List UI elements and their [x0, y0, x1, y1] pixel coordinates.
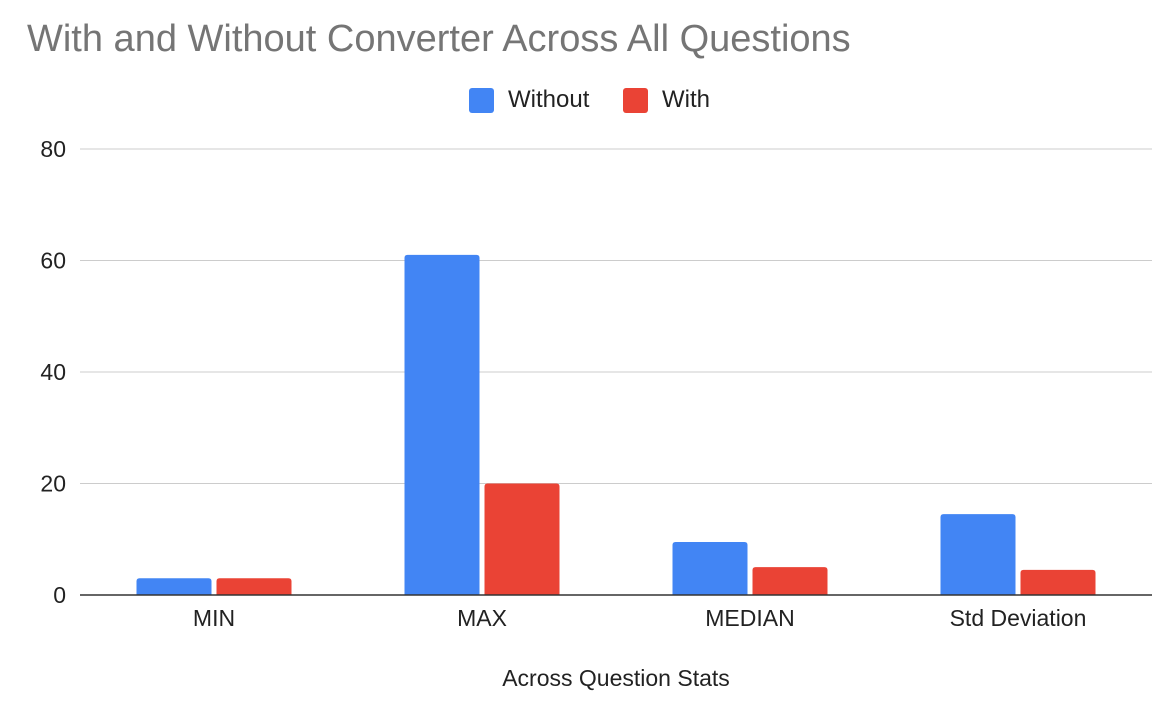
bar-with[interactable] [216, 578, 292, 595]
legend-label-without: Without [508, 86, 590, 113]
bar-without[interactable] [404, 254, 480, 596]
y-tick-label: 80 [40, 136, 66, 162]
legend-swatch-with [623, 87, 648, 113]
y-tick-label: 20 [40, 471, 66, 497]
x-tick-label: MAX [457, 605, 507, 631]
x-tick-label: MEDIAN [705, 605, 794, 631]
legend-item-with[interactable]: With [623, 85, 710, 115]
x-axis-title: Across Question Stats [502, 665, 730, 691]
bar-with[interactable] [484, 483, 560, 596]
bar-without[interactable] [672, 542, 748, 595]
legend: Without With [0, 85, 1174, 115]
x-tick-label: Std Deviation [950, 605, 1087, 631]
chart-title: With and Without Converter Across All Qu… [27, 18, 851, 60]
legend-label-with: With [662, 86, 710, 113]
legend-swatch-without [469, 87, 494, 113]
bar-with[interactable] [752, 567, 828, 595]
bar-without[interactable] [136, 578, 212, 595]
bar-without[interactable] [940, 514, 1016, 595]
bar-with[interactable] [1020, 569, 1096, 595]
x-tick-label: MIN [193, 605, 235, 631]
y-tick-label: 60 [40, 248, 66, 274]
y-tick-label: 0 [53, 582, 66, 608]
legend-item-without[interactable]: Without [469, 85, 589, 115]
y-tick-label: 40 [40, 359, 66, 385]
